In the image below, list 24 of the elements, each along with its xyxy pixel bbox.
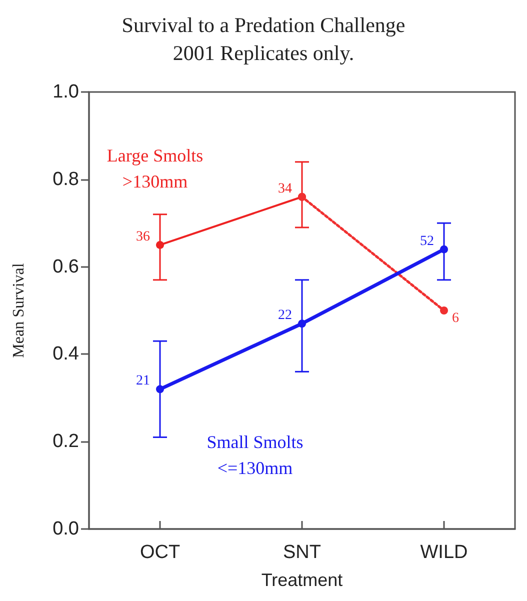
y-tick-label: 1.0 (52, 82, 79, 102)
y-tick-label: 0.0 (52, 518, 79, 540)
y-tick-label: 0.6 (52, 256, 79, 278)
y-axis-title: Mean Survival (10, 262, 28, 358)
annotation: 52 (420, 234, 434, 249)
y-tick-label: 0.4 (52, 344, 80, 365)
annotation: 34 (278, 181, 292, 196)
annotation: 22 (278, 308, 292, 324)
x-tick-label: SNT (283, 542, 322, 563)
point (156, 385, 164, 394)
point (156, 240, 164, 249)
x-tick-label: WILD (420, 542, 468, 563)
text: Large Smolts >130mm (106, 145, 204, 192)
text: Small Smolts <=130mm (206, 432, 304, 478)
annotation: 21 (136, 374, 150, 389)
x-tick-label: OCT (140, 542, 180, 563)
y-tick-label: 0.2 (52, 431, 79, 452)
point (298, 320, 306, 328)
chart-title: Survival to a Predation Challenge 2001 Replicates only. (122, 13, 406, 65)
annotation: 36 (136, 229, 150, 244)
x-axis-title: Treatment (261, 570, 343, 590)
annotation: 6 (452, 311, 459, 326)
y-tick-label: 0.8 (52, 168, 79, 190)
point (440, 245, 448, 254)
